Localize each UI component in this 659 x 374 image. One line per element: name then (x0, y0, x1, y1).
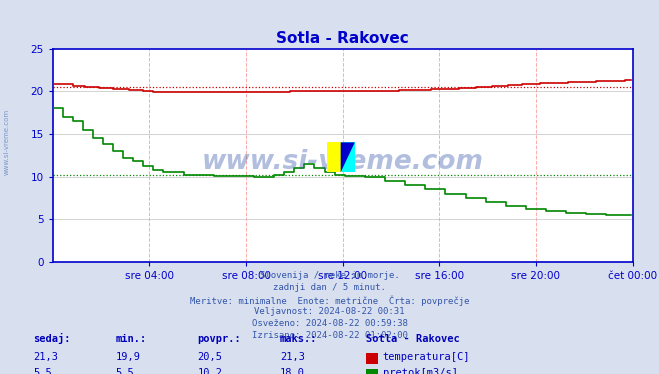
Text: 21,3: 21,3 (280, 352, 305, 362)
Text: Meritve: minimalne  Enote: metrične  Črta: povprečje: Meritve: minimalne Enote: metrične Črta:… (190, 295, 469, 306)
Text: povpr.:: povpr.: (198, 334, 241, 344)
Title: Sotla - Rakovec: Sotla - Rakovec (276, 31, 409, 46)
Text: Osveženo: 2024-08-22 00:59:38: Osveženo: 2024-08-22 00:59:38 (252, 319, 407, 328)
Bar (327, 142, 341, 172)
Text: Sotla - Rakovec: Sotla - Rakovec (366, 334, 459, 344)
Text: Veljavnost: 2024-08-22 00:31: Veljavnost: 2024-08-22 00:31 (254, 307, 405, 316)
Text: www.si-vreme.com: www.si-vreme.com (3, 109, 9, 175)
Text: 18,0: 18,0 (280, 368, 305, 374)
Polygon shape (341, 142, 355, 172)
Text: 10,2: 10,2 (198, 368, 223, 374)
Text: temperatura[C]: temperatura[C] (383, 352, 471, 362)
Text: Slovenija / reke in morje.: Slovenija / reke in morje. (260, 271, 399, 280)
Text: zadnji dan / 5 minut.: zadnji dan / 5 minut. (273, 283, 386, 292)
Text: min.:: min.: (115, 334, 146, 344)
Text: pretok[m3/s]: pretok[m3/s] (383, 368, 458, 374)
Text: 5,5: 5,5 (115, 368, 134, 374)
Text: maks.:: maks.: (280, 334, 318, 344)
Text: www.si-vreme.com: www.si-vreme.com (202, 148, 484, 175)
Text: 20,5: 20,5 (198, 352, 223, 362)
Text: sedaj:: sedaj: (33, 333, 71, 344)
Text: 5,5: 5,5 (33, 368, 51, 374)
Bar (341, 142, 355, 172)
Text: 19,9: 19,9 (115, 352, 140, 362)
Text: 21,3: 21,3 (33, 352, 58, 362)
Text: Izrisano: 2024-08-22 01:02:00: Izrisano: 2024-08-22 01:02:00 (252, 331, 407, 340)
